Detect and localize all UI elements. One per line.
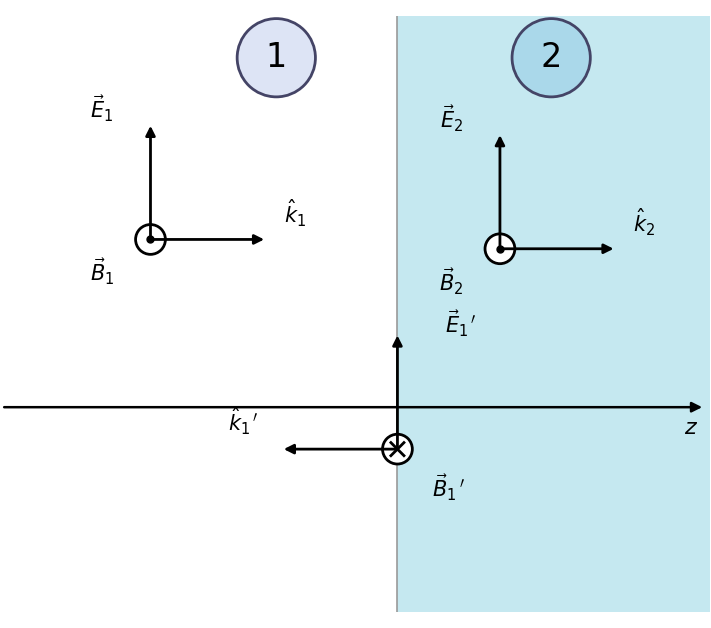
- Text: $\hat{k}_2$: $\hat{k}_2$: [634, 207, 656, 238]
- Text: $\vec{E}_2$: $\vec{E}_2$: [440, 103, 463, 134]
- Text: $z$: $z$: [684, 418, 698, 438]
- Text: $\hat{k}_1{}^{\,\prime}$: $\hat{k}_1{}^{\,\prime}$: [228, 406, 259, 436]
- Text: $\vec{B}_1{}^{\,\prime}$: $\vec{B}_1{}^{\,\prime}$: [432, 473, 465, 504]
- Bar: [397, 16, 710, 612]
- Text: $\hat{k}_1$: $\hat{k}_1$: [284, 198, 306, 229]
- Text: $\vec{B}_2$: $\vec{B}_2$: [439, 266, 464, 296]
- Circle shape: [237, 19, 316, 97]
- Circle shape: [383, 434, 412, 464]
- Circle shape: [512, 19, 590, 97]
- Text: $\vec{E}_1$: $\vec{E}_1$: [90, 94, 114, 124]
- Text: $\vec{E}_1{}^{\,\prime}$: $\vec{E}_1{}^{\,\prime}$: [445, 308, 476, 338]
- Circle shape: [136, 225, 166, 254]
- Text: $\vec{B}_1$: $\vec{B}_1$: [90, 257, 114, 287]
- Text: 2: 2: [540, 41, 562, 74]
- Text: 1: 1: [266, 41, 287, 74]
- Circle shape: [485, 234, 515, 264]
